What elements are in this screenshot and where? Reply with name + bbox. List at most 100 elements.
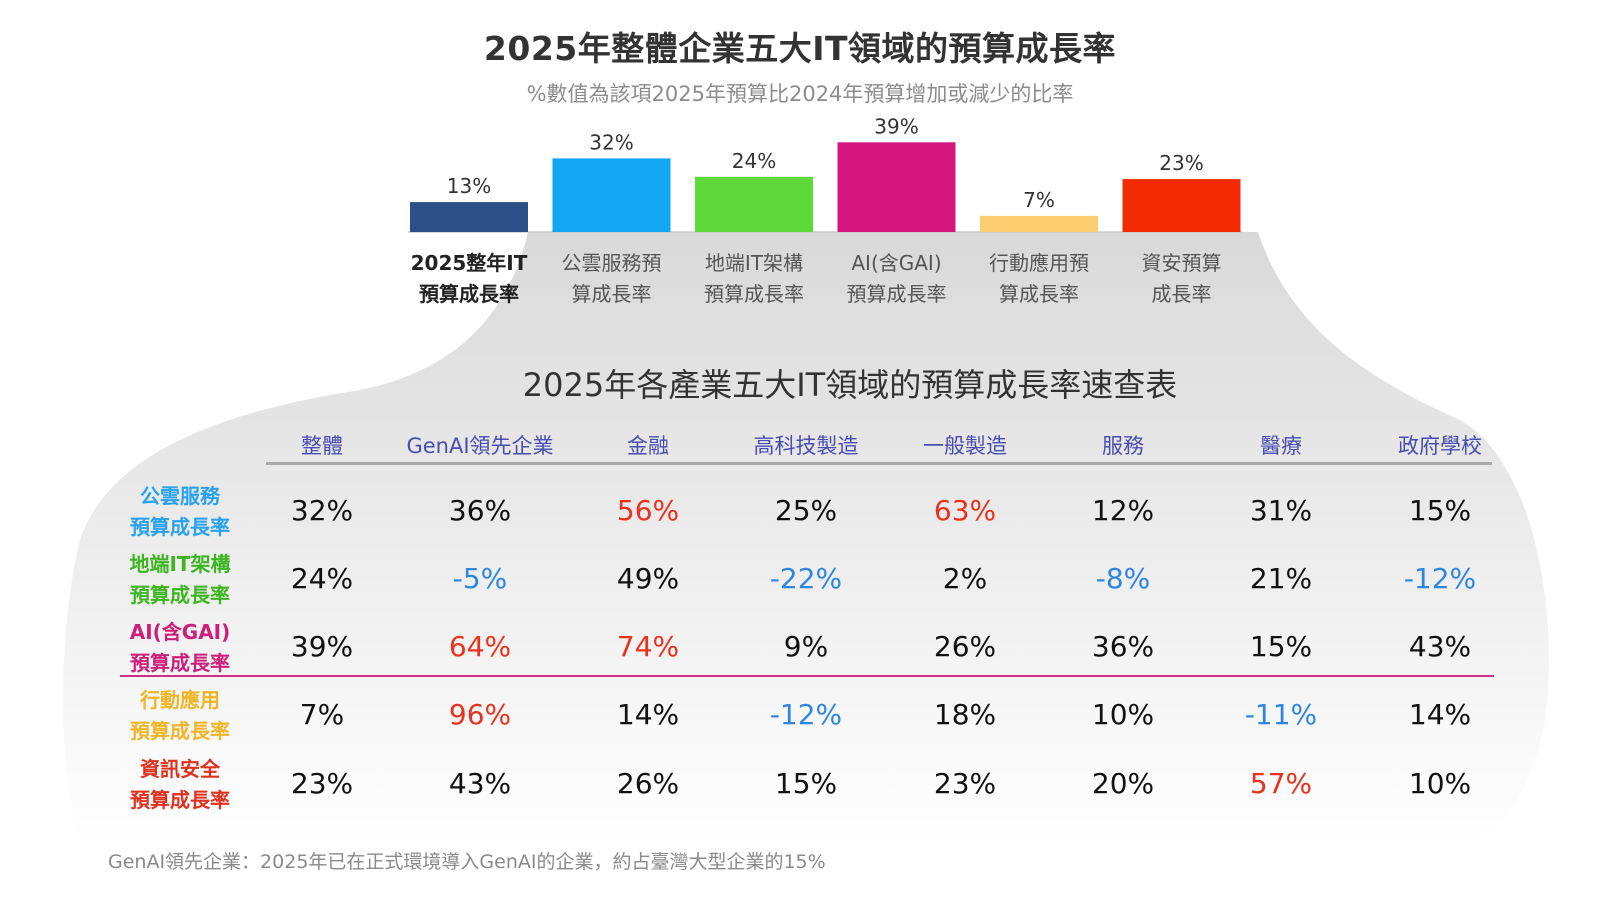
table-column-header-6: 醫療 bbox=[1260, 434, 1302, 458]
table-row-header-0: 公雲服務 預算成長率 bbox=[100, 481, 260, 543]
chart-subtitle: %數值為該項2025年預算比2024年預算增加或減少的比率 bbox=[526, 82, 1074, 106]
table-row-header-2: AI(含GAI) 預算成長率 bbox=[100, 617, 260, 679]
bar-category-label-line: 成長率 bbox=[1151, 282, 1212, 306]
bar-value-label-3: 39% bbox=[874, 114, 918, 138]
table-cell-r1-c1: -5% bbox=[452, 562, 508, 595]
table-cell-r2-c2: 74% bbox=[616, 630, 680, 663]
bar-4 bbox=[980, 215, 1098, 232]
bar-category-label-0: 2025整年IT 預算成長率 bbox=[397, 248, 541, 310]
table-cell-r3-c6: -11% bbox=[1244, 698, 1318, 731]
table-row-header-line: AI(含GAI) bbox=[129, 620, 231, 644]
table-row-header-1: 地端IT架構 預算成長率 bbox=[100, 549, 260, 611]
footnote: GenAI領先企業：2025年已在正式環境導入GenAI的企業，約占臺灣大型企業… bbox=[108, 851, 826, 873]
table-cell-r1-c4: 2% bbox=[942, 562, 988, 595]
table-cell-r3-c0: 7% bbox=[299, 698, 345, 731]
table-row-header-3: 行動應用 預算成長率 bbox=[100, 685, 260, 747]
table-row-divider bbox=[120, 675, 1494, 677]
table-cell-r3-c2: 14% bbox=[616, 698, 680, 731]
table-row-header-line: 資訊安全 bbox=[140, 757, 220, 781]
table-cell-r3-c7: 14% bbox=[1408, 698, 1472, 731]
bar-5 bbox=[1122, 179, 1241, 232]
table-cell-r1-c2: 49% bbox=[616, 562, 680, 595]
bar-category-label-line: 預算成長率 bbox=[419, 282, 519, 306]
table-row-header-line: 預算成長率 bbox=[130, 583, 230, 607]
bar-category-label-2: 地端IT架構 預算成長率 bbox=[682, 248, 826, 310]
bar-category-label-4: 行動應用預 算成長率 bbox=[967, 248, 1111, 310]
table-row-header-line: 預算成長率 bbox=[130, 515, 230, 539]
table-column-header-7: 政府學校 bbox=[1398, 434, 1482, 458]
table-cell-r4-c3: 15% bbox=[774, 767, 838, 800]
table-cell-r4-c7: 10% bbox=[1408, 767, 1472, 800]
table-cell-r0-c7: 15% bbox=[1408, 494, 1472, 527]
table-cell-r0-c4: 63% bbox=[933, 494, 997, 527]
bar-0 bbox=[410, 202, 528, 232]
table-cell-r2-c0: 39% bbox=[290, 630, 354, 663]
table-cell-r0-c1: 36% bbox=[448, 494, 512, 527]
table-cell-r4-c1: 43% bbox=[448, 767, 512, 800]
table-title: 2025年各產業五大IT領域的預算成長率速查表 bbox=[522, 366, 1178, 404]
table-cell-r2-c6: 15% bbox=[1249, 630, 1313, 663]
table-column-header-1: GenAI領先企業 bbox=[406, 434, 554, 458]
table-row-header-line: 預算成長率 bbox=[130, 651, 230, 675]
table-column-header-4: 一般製造 bbox=[923, 434, 1007, 458]
table-cell-r4-c0: 23% bbox=[290, 767, 354, 800]
table-cell-r1-c5: -8% bbox=[1095, 562, 1151, 595]
bar-category-label-1: 公雲服務預 算成長率 bbox=[540, 248, 684, 310]
bar-category-label-line: 資安預算 bbox=[1141, 251, 1222, 275]
bar-value-label-0: 13% bbox=[447, 174, 491, 198]
table-row-header-line: 行動應用 bbox=[140, 688, 220, 712]
table-cell-r2-c3: 9% bbox=[783, 630, 829, 663]
table-cell-r3-c4: 18% bbox=[933, 698, 997, 731]
bar-value-label-5: 23% bbox=[1159, 151, 1203, 175]
table-cell-r1-c0: 24% bbox=[290, 562, 354, 595]
table-cell-r2-c4: 26% bbox=[933, 630, 997, 663]
bar-2 bbox=[695, 176, 813, 232]
table-column-header-5: 服務 bbox=[1102, 434, 1144, 458]
bar-category-label-5: 資安預算 成長率 bbox=[1110, 248, 1254, 310]
table-cell-r1-c3: -22% bbox=[769, 562, 843, 595]
table-cell-r0-c3: 25% bbox=[774, 494, 838, 527]
table-cell-r1-c6: 21% bbox=[1249, 562, 1313, 595]
bar-category-label-line: 算成長率 bbox=[571, 282, 652, 306]
table-cell-r4-c4: 23% bbox=[933, 767, 997, 800]
table-cell-r2-c1: 64% bbox=[448, 630, 512, 663]
bar-value-label-1: 32% bbox=[589, 130, 633, 154]
table-row-header-line: 預算成長率 bbox=[130, 719, 230, 743]
bar-category-label-line: 預算成長率 bbox=[846, 282, 947, 306]
table-row-header-line: 地端IT架構 bbox=[129, 552, 231, 576]
table-header-divider bbox=[266, 462, 1492, 465]
table-cell-r4-c2: 26% bbox=[616, 767, 680, 800]
bar-category-label-line: 公雲服務預 bbox=[561, 251, 662, 275]
table-column-header-2: 金融 bbox=[627, 434, 669, 458]
bar-1 bbox=[552, 158, 671, 232]
table-cell-r3-c3: -12% bbox=[769, 698, 843, 731]
table-column-header-3: 高科技製造 bbox=[753, 434, 859, 458]
bar-category-label-line: 算成長率 bbox=[999, 282, 1079, 306]
table-cell-r4-c5: 20% bbox=[1091, 767, 1155, 800]
table-cell-r2-c7: 43% bbox=[1408, 630, 1472, 663]
table-cell-r3-c1: 96% bbox=[448, 698, 512, 731]
bar-value-label-2: 24% bbox=[732, 149, 776, 173]
table-row-header-4: 資訊安全 預算成長率 bbox=[100, 754, 260, 816]
table-cell-r0-c0: 32% bbox=[290, 494, 354, 527]
bar-category-label-line: 2025整年IT bbox=[410, 251, 528, 275]
table-cell-r3-c5: 10% bbox=[1091, 698, 1155, 731]
bar-category-label-line: AI(含GAI) bbox=[851, 251, 942, 275]
table-column-header-0: 整體 bbox=[301, 434, 343, 458]
table-cell-r2-c5: 36% bbox=[1091, 630, 1155, 663]
bar-category-label-line: 行動應用預 bbox=[989, 251, 1089, 275]
bar-category-label-3: AI(含GAI) 預算成長率 bbox=[825, 248, 969, 310]
table-cell-r4-c6: 57% bbox=[1249, 767, 1313, 800]
table-cell-r0-c5: 12% bbox=[1091, 494, 1155, 527]
table-row-header-line: 預算成長率 bbox=[130, 788, 230, 812]
bar-value-label-4: 7% bbox=[1023, 188, 1055, 212]
table-cell-r0-c6: 31% bbox=[1249, 494, 1313, 527]
bar-3 bbox=[837, 142, 956, 232]
table-cell-r1-c7: -12% bbox=[1403, 562, 1477, 595]
table-cell-r0-c2: 56% bbox=[616, 494, 680, 527]
bar-category-label-line: 預算成長率 bbox=[704, 282, 804, 306]
chart-title: 2025年整體企業五大IT領域的預算成長率 bbox=[483, 29, 1117, 68]
bar-category-label-line: 地端IT架構 bbox=[704, 251, 804, 275]
